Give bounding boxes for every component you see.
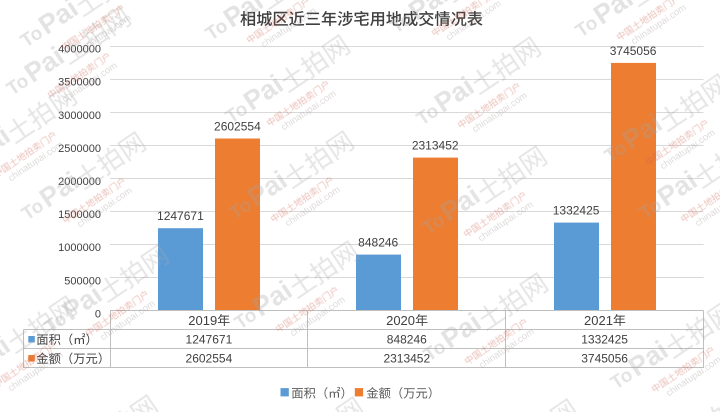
svg-text:848246: 848246 bbox=[387, 333, 427, 347]
svg-text:1332425: 1332425 bbox=[581, 333, 628, 347]
svg-text:3745056: 3745056 bbox=[581, 352, 628, 366]
svg-text:2602554: 2602554 bbox=[186, 352, 233, 366]
svg-text:2313452: 2313452 bbox=[412, 139, 459, 153]
svg-text:1247671: 1247671 bbox=[157, 209, 204, 223]
svg-text:2021: 2021 bbox=[584, 313, 613, 328]
svg-text:0: 0 bbox=[95, 308, 101, 320]
svg-text:1247671: 1247671 bbox=[186, 333, 233, 347]
svg-text:2602554: 2602554 bbox=[214, 120, 261, 134]
svg-text:2020: 2020 bbox=[386, 313, 415, 328]
svg-text:1000000: 1000000 bbox=[58, 242, 101, 254]
svg-text:2313452: 2313452 bbox=[383, 352, 430, 366]
svg-text:1332425: 1332425 bbox=[553, 204, 600, 218]
svg-text:2019: 2019 bbox=[188, 313, 217, 328]
svg-text:848246: 848246 bbox=[358, 236, 398, 250]
svg-text:2500000: 2500000 bbox=[58, 143, 101, 155]
svg-text:3745056: 3745056 bbox=[610, 44, 657, 58]
svg-text:3000000: 3000000 bbox=[58, 110, 101, 122]
